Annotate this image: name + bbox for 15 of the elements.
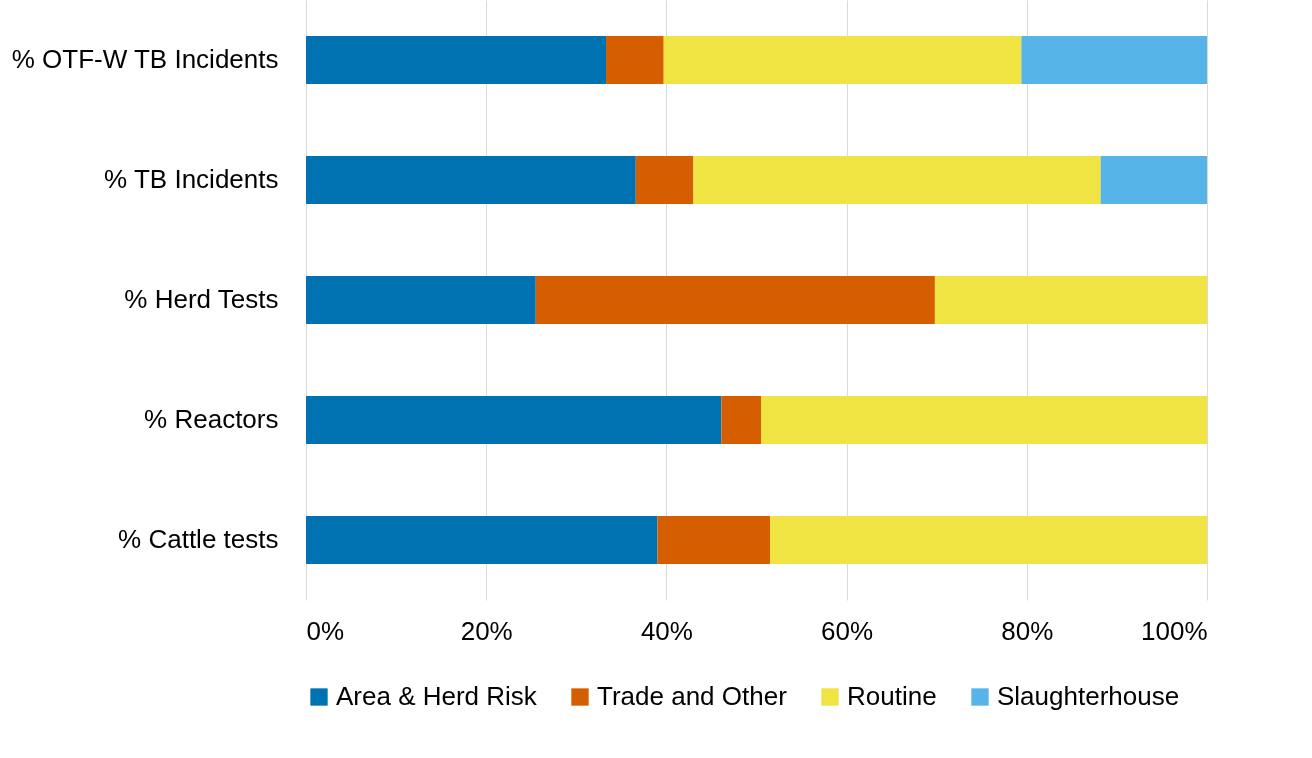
x-tick-label: 60% <box>821 615 874 646</box>
y-tick-label: % Reactors <box>144 404 279 434</box>
legend-label: Area & Herd Risk <box>336 681 538 711</box>
y-tick-label: % TB Incidents <box>104 164 279 194</box>
x-tick-label: 20% <box>460 615 513 646</box>
x-tick-label: 80% <box>1001 615 1054 646</box>
x-tick-label: 100% <box>1141 615 1208 646</box>
y-tick-label: % OTF-W TB Incidents <box>11 44 279 74</box>
x-tick-label: 40% <box>640 615 693 646</box>
legend-label: Routine <box>847 681 937 711</box>
y-tick-label: % Herd Tests <box>124 284 279 314</box>
legend-label: Trade and Other <box>597 681 788 711</box>
x-tick-label: 0% <box>306 615 345 646</box>
legend-label: Slaughterhouse <box>997 681 1180 711</box>
y-tick-label: % Cattle tests <box>118 524 279 554</box>
